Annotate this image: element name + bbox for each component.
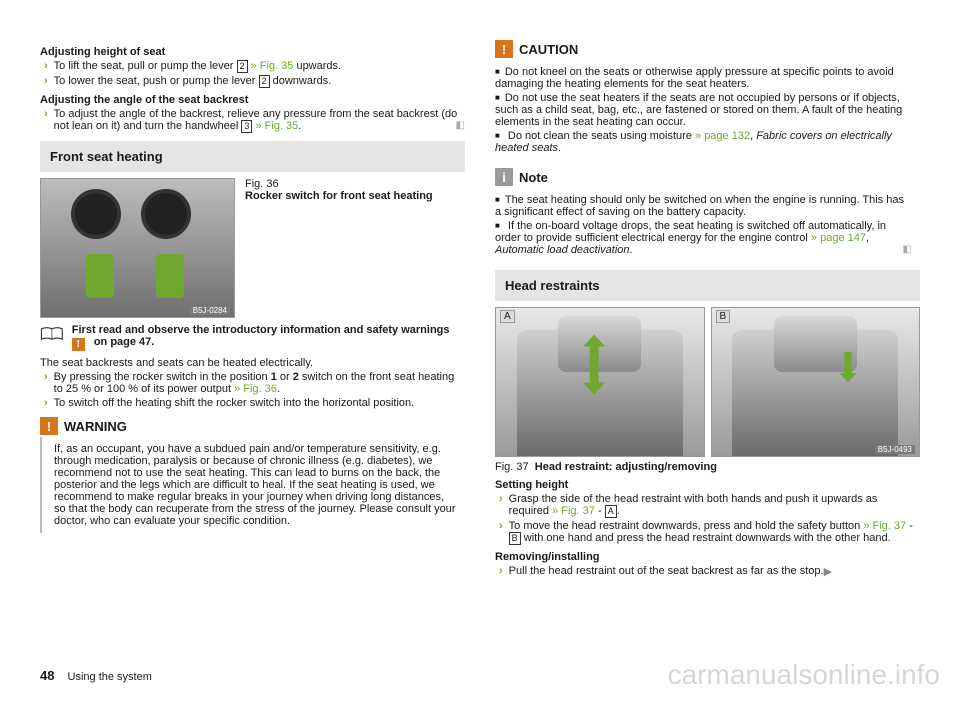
section-heating-title: Front seat heating	[40, 141, 465, 172]
chevron-icon: ›	[499, 520, 503, 532]
book-icon	[40, 324, 64, 344]
right-column: ! CAUTION Do not kneel on the seats or o…	[495, 40, 920, 580]
fig-ref-link: » Fig. 37	[863, 520, 906, 532]
chevron-icon: ›	[44, 108, 48, 120]
panel-label-a: A	[500, 310, 515, 323]
list-item: › To move the head restraint downwards, …	[499, 520, 920, 545]
rocker-switch-shape	[156, 254, 184, 298]
figure-caption: Fig. 36 Rocker switch for front seat hea…	[245, 178, 433, 202]
list-item: › To lower the seat, push or pump the le…	[44, 75, 465, 88]
list-item: › To switch off the heating shift the ro…	[44, 397, 465, 409]
note-body: The seat heating should only be switched…	[495, 188, 920, 262]
panel-key-a: A	[605, 505, 617, 518]
figure-36: B5J-0284 Fig. 36 Rocker switch for front…	[40, 178, 465, 318]
warning-icon: !	[72, 338, 85, 351]
page-ref-link: » page 147	[811, 232, 866, 244]
left-column: Adjusting height of seat › To lift the s…	[40, 40, 465, 580]
warning-heading: ! WARNING	[40, 417, 465, 435]
figure-image-b: B B5J-0493	[711, 307, 921, 457]
page-number: 48	[40, 668, 54, 683]
note-heading: i Note	[495, 168, 920, 186]
key-2: 2	[259, 75, 270, 88]
info-icon: i	[495, 168, 513, 186]
cupholder-shape	[141, 189, 191, 239]
key-2: 2	[237, 60, 248, 73]
chevron-icon: ›	[44, 397, 48, 409]
caution-heading: ! CAUTION	[495, 40, 920, 58]
cupholder-shape	[71, 189, 121, 239]
figure-caption: Fig. 37 Head restraint: adjusting/removi…	[495, 461, 920, 473]
caution-icon: !	[495, 40, 513, 58]
list-item: › To lift the seat, pull or pump the lev…	[44, 60, 465, 73]
setting-height-title: Setting height	[495, 479, 920, 491]
end-mark-icon: ◧	[456, 120, 465, 131]
watermark: carmanualsonline.info	[668, 659, 940, 691]
caution-body: Do not kneel on the seats or otherwise a…	[495, 60, 920, 160]
chevron-icon: ›	[499, 565, 503, 577]
body-text: The seat backrests and seats can be heat…	[40, 357, 465, 369]
rocker-switch-shape	[86, 254, 114, 298]
figure-37: A B B5J-0493	[495, 307, 920, 457]
warning-icon: !	[40, 417, 58, 435]
key-3: 3	[241, 120, 252, 133]
list-item: › By pressing the rocker switch in the p…	[44, 371, 465, 395]
chevron-icon: ›	[499, 493, 503, 505]
list-item: Do not kneel on the seats or otherwise a…	[495, 66, 912, 90]
end-mark-icon: ◧	[903, 244, 912, 255]
page-columns: Adjusting height of seat › To lift the s…	[0, 0, 960, 580]
fig-ref-link: » Fig. 36	[234, 383, 277, 395]
chevron-icon: ›	[44, 371, 48, 383]
warning-body: If, as an occupant, you have a subdued p…	[40, 437, 465, 533]
list-item: › To adjust the angle of the backrest, r…	[44, 108, 465, 133]
list-item: › Pull the head restraint out of the sea…	[499, 565, 920, 578]
remove-install-title: Removing/installing	[495, 551, 920, 563]
continue-icon: ▶	[824, 565, 832, 578]
page-ref-link: » page 132	[695, 130, 750, 142]
figure-image: B5J-0284	[40, 178, 235, 318]
panel-label-b: B	[716, 310, 731, 323]
adjust-angle-title: Adjusting the angle of the seat backrest	[40, 94, 465, 106]
fig-ref-link: » Fig. 35	[251, 60, 294, 72]
chevron-icon: ›	[44, 60, 48, 72]
figure-code: B5J-0493	[875, 445, 915, 454]
section-headrest-title: Head restraints	[495, 270, 920, 301]
chevron-icon: ›	[44, 75, 48, 87]
headrest-shape	[774, 316, 857, 372]
list-item: The seat heating should only be switched…	[495, 194, 912, 218]
fig-ref-link: » Fig. 37	[552, 505, 595, 517]
panel-key-b: B	[509, 532, 521, 545]
figure-image-a: A	[495, 307, 705, 457]
first-read-notice: First read and observe the introductory …	[40, 324, 465, 351]
list-item: If the on-board voltage drops, the seat …	[495, 220, 912, 256]
chapter-name: Using the system	[68, 671, 152, 683]
adjust-height-title: Adjusting height of seat	[40, 46, 465, 58]
fig-ref-link: » Fig. 35	[252, 120, 298, 132]
figure-code: B5J-0284	[190, 306, 230, 315]
list-item: › Grasp the side of the head restraint w…	[499, 493, 920, 518]
list-item: Do not use the seat heaters if the seats…	[495, 92, 912, 128]
list-item: Do not clean the seats using moisture » …	[495, 130, 912, 154]
page-footer: 48 Using the system	[40, 668, 152, 683]
